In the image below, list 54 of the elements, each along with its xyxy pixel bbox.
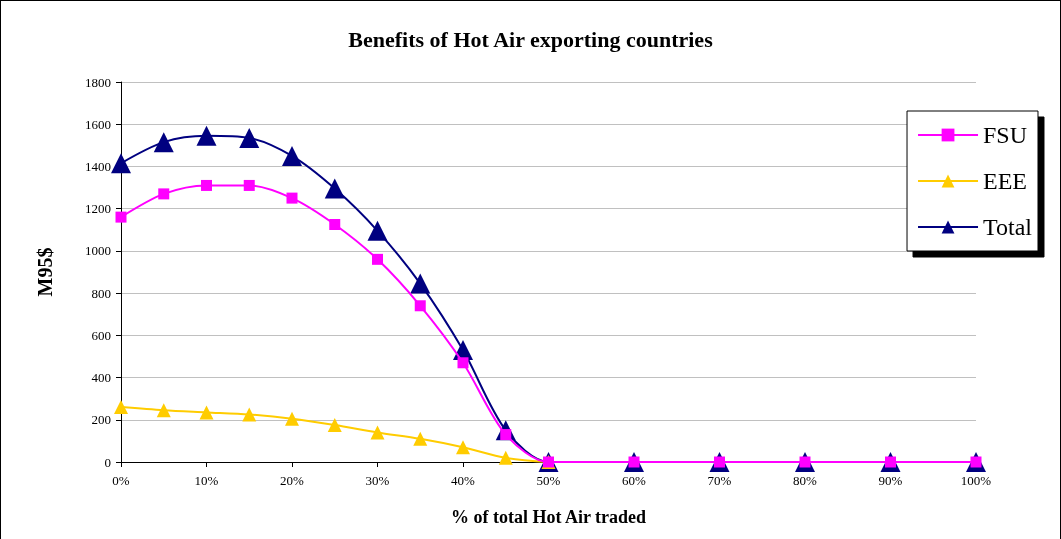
point: [327, 418, 342, 433]
y-tick-label: 800: [91, 285, 111, 301]
point: [457, 357, 469, 369]
legend-label: EEE: [983, 168, 1028, 194]
point: [456, 440, 470, 455]
point: [329, 219, 341, 230]
point: [285, 411, 299, 426]
y-tick-label: 200: [91, 412, 111, 428]
x-tick-label: 60%: [622, 473, 647, 488]
y-tick-label: 1800: [85, 74, 111, 90]
y-tick-label: 600: [91, 327, 111, 343]
y-tick-label: 1400: [85, 158, 111, 174]
y-tick-label: 1200: [85, 201, 111, 217]
chart-title: Benefits of Hot Air exporting countries: [348, 26, 714, 52]
y-tick-label: 1000: [85, 243, 111, 259]
point: [370, 425, 385, 440]
y-axis-title: M95$: [34, 247, 56, 297]
point: [243, 179, 255, 191]
x-tick-label: 10%: [194, 473, 219, 488]
y-tick-label: 0: [104, 454, 111, 470]
point: [367, 220, 388, 241]
x-tick-label: 90%: [878, 473, 903, 488]
point: [115, 211, 127, 223]
y-tick-label: 400: [91, 370, 111, 386]
x-tick-label: 70%: [707, 473, 732, 488]
point: [153, 132, 174, 153]
x-tick-label: 100%: [960, 473, 992, 488]
x-tick-label: 30%: [365, 473, 390, 488]
point: [498, 450, 513, 465]
legend-label: FSU: [983, 122, 1028, 148]
y-tick-label: 1600: [85, 116, 111, 132]
point: [324, 178, 345, 199]
point: [410, 273, 431, 294]
point: [201, 179, 212, 191]
point: [372, 253, 383, 265]
legend-label: Total: [983, 214, 1033, 240]
x-tick-label: 50%: [536, 473, 561, 488]
point: [114, 400, 128, 415]
point: [111, 153, 131, 174]
point: [158, 188, 170, 200]
x-tick-label: 0%: [112, 473, 130, 488]
point: [413, 431, 428, 446]
point: [239, 127, 260, 148]
point: [414, 300, 426, 312]
x-tick-label: 40%: [451, 473, 476, 488]
x-tick-label: 20%: [280, 473, 305, 488]
point: [286, 192, 298, 204]
x-tick-label: 80%: [793, 473, 818, 488]
point: [242, 407, 257, 422]
point: [196, 125, 217, 146]
point: [156, 403, 171, 418]
point: [199, 405, 214, 420]
x-axis-title: % of total Hot Air traded: [450, 507, 647, 527]
point: [282, 145, 302, 166]
